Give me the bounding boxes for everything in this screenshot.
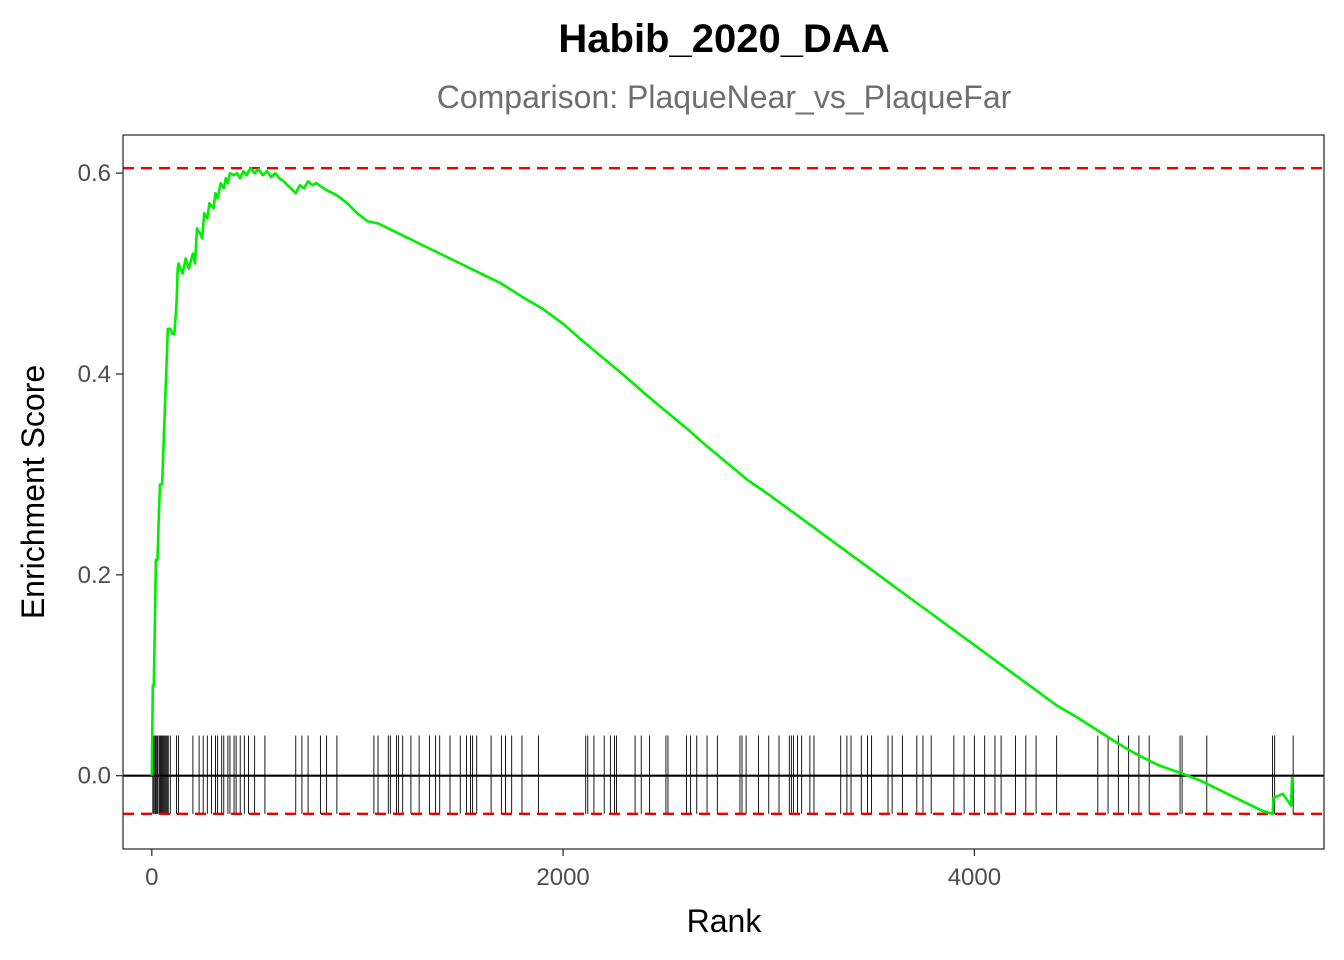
x-tick-label: 0 (145, 864, 158, 891)
chart-title: Habib_2020_DAA (558, 17, 889, 61)
y-axis-title: Enrichment Score (15, 365, 51, 619)
chart-subtitle: Comparison: PlaqueNear_vs_PlaqueFar (437, 79, 1012, 115)
x-tick-label: 2000 (536, 864, 589, 891)
plot-frame (122, 134, 1325, 850)
y-tick-label: 0.6 (78, 160, 111, 187)
y-tick-label: 0.0 (78, 763, 111, 790)
x-axis: 0 2000 4000 (145, 849, 1001, 891)
x-axis-title: Rank (687, 903, 763, 939)
y-tick-label: 0.4 (78, 361, 111, 388)
y-tick-label: 0.2 (78, 562, 111, 589)
enrichment-curve (150, 166, 1294, 816)
x-tick-label: 4000 (948, 864, 1001, 891)
y-axis: 0.0 0.2 0.4 0.6 (78, 160, 123, 790)
plot-area (123, 166, 1324, 816)
